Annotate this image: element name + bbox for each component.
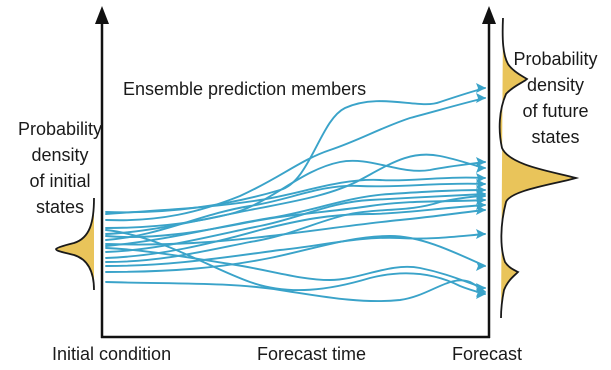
future-density-line-3: of future <box>500 98 611 124</box>
initial-density-line-3: of initial <box>0 168 120 194</box>
ensemble-member-line <box>106 248 485 288</box>
initial-density-line-2: density <box>0 142 120 168</box>
ensemble-member-arrowhead <box>476 261 486 271</box>
initial-density-label: Probability density of initial states <box>0 116 120 220</box>
ensemble-member-arrowhead <box>476 83 486 93</box>
future-density-line-1: Probability <box>500 46 611 72</box>
ensemble-member-line <box>106 230 485 294</box>
future-density-line-2: density <box>500 72 611 98</box>
forecast-label: Forecast <box>452 341 522 367</box>
diagram-title: Ensemble prediction members <box>123 76 366 102</box>
initial-axis-arrowhead <box>95 6 109 24</box>
initial-density-line-1: Probability <box>0 116 120 142</box>
initial-condition-label: Initial condition <box>52 341 171 367</box>
forecast-time-label: Forecast time <box>257 341 366 367</box>
initial-density-line-4: states <box>0 194 120 220</box>
future-density-line-4: states <box>500 124 611 150</box>
ensemble-member-arrowhead <box>476 93 486 103</box>
ensemble-members <box>106 83 486 301</box>
forecast-axis-arrowhead <box>482 6 496 24</box>
future-density-label: Probability density of future states <box>500 46 611 150</box>
